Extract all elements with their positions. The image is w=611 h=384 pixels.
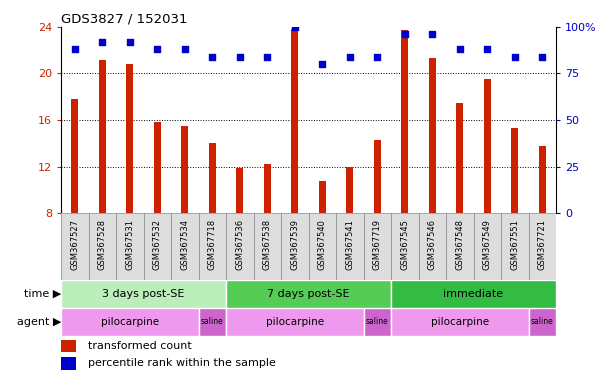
Bar [401,30,408,214]
Bar [391,280,556,308]
Bar [319,181,326,214]
Bar [61,214,89,280]
Text: percentile rank within the sample: percentile rank within the sample [89,358,276,368]
Bar [226,214,254,280]
Bar [539,146,546,214]
Point [180,46,189,52]
Bar [446,214,474,280]
Bar [484,79,491,214]
Bar [99,60,106,214]
Text: saline: saline [531,317,554,326]
Text: pilocarpine: pilocarpine [266,317,324,327]
Point [263,54,273,60]
Point [373,54,382,60]
Bar [61,308,199,336]
Bar [209,143,216,214]
Bar [374,140,381,214]
Text: GSM367536: GSM367536 [235,218,244,270]
Bar [254,214,281,280]
Text: GSM367546: GSM367546 [428,218,437,270]
Bar [501,214,529,280]
Text: GSM367718: GSM367718 [208,218,217,270]
Bar [171,214,199,280]
Text: immediate: immediate [444,289,503,299]
Bar [309,214,336,280]
Point [153,46,163,52]
Text: GSM367527: GSM367527 [70,218,79,270]
Text: GDS3827 / 152031: GDS3827 / 152031 [61,13,188,26]
Bar [336,214,364,280]
Bar [391,214,419,280]
Bar [474,214,501,280]
Text: GSM367545: GSM367545 [400,218,409,270]
Bar [364,308,391,336]
Text: agent ▶: agent ▶ [16,317,61,327]
Text: transformed count: transformed count [89,341,192,351]
Bar [199,308,226,336]
Bar [236,168,243,214]
Point [400,31,409,37]
Text: GSM367531: GSM367531 [125,218,134,270]
Point [70,46,79,52]
Text: pilocarpine: pilocarpine [431,317,489,327]
Point [125,39,134,45]
Bar [511,128,518,214]
Text: pilocarpine: pilocarpine [101,317,159,327]
Text: GSM367532: GSM367532 [153,218,162,270]
Bar [291,29,298,214]
Point [427,31,437,37]
Point [318,61,327,67]
Point [98,39,108,45]
Point [510,54,519,60]
Bar [61,357,76,369]
Bar [391,308,529,336]
Bar [144,214,171,280]
Text: time ▶: time ▶ [24,289,61,299]
Bar [126,64,133,214]
Point [538,54,547,60]
Bar [529,214,556,280]
Text: 7 days post-SE: 7 days post-SE [267,289,350,299]
Text: GSM367541: GSM367541 [345,218,354,270]
Text: GSM367719: GSM367719 [373,218,382,270]
Bar [116,214,144,280]
Text: 3 days post-SE: 3 days post-SE [103,289,185,299]
Bar [89,214,116,280]
Text: GSM367551: GSM367551 [510,218,519,270]
Point [345,54,354,60]
Text: GSM367548: GSM367548 [455,218,464,270]
Bar [529,308,556,336]
Text: GSM367539: GSM367539 [290,218,299,270]
Point [235,54,244,60]
Bar [154,122,161,214]
Bar [456,103,463,214]
Bar [226,280,391,308]
Bar [199,214,226,280]
Text: GSM367538: GSM367538 [263,218,272,270]
Text: GSM367721: GSM367721 [538,218,547,270]
Text: GSM367549: GSM367549 [483,218,492,270]
Bar [346,167,353,214]
Text: GSM367528: GSM367528 [98,218,107,270]
Point [455,46,464,52]
Point [207,54,218,60]
Text: saline: saline [201,317,224,326]
Bar [226,308,364,336]
Bar [61,339,76,353]
Text: saline: saline [366,317,389,326]
Bar [61,280,226,308]
Text: GSM367534: GSM367534 [180,218,189,270]
Bar [181,126,188,214]
Bar [281,214,309,280]
Point [290,24,300,30]
Bar [419,214,446,280]
Bar [429,58,436,214]
Bar [364,214,391,280]
Text: GSM367540: GSM367540 [318,218,327,270]
Point [482,46,492,52]
Bar [264,164,271,214]
Bar [71,99,78,214]
